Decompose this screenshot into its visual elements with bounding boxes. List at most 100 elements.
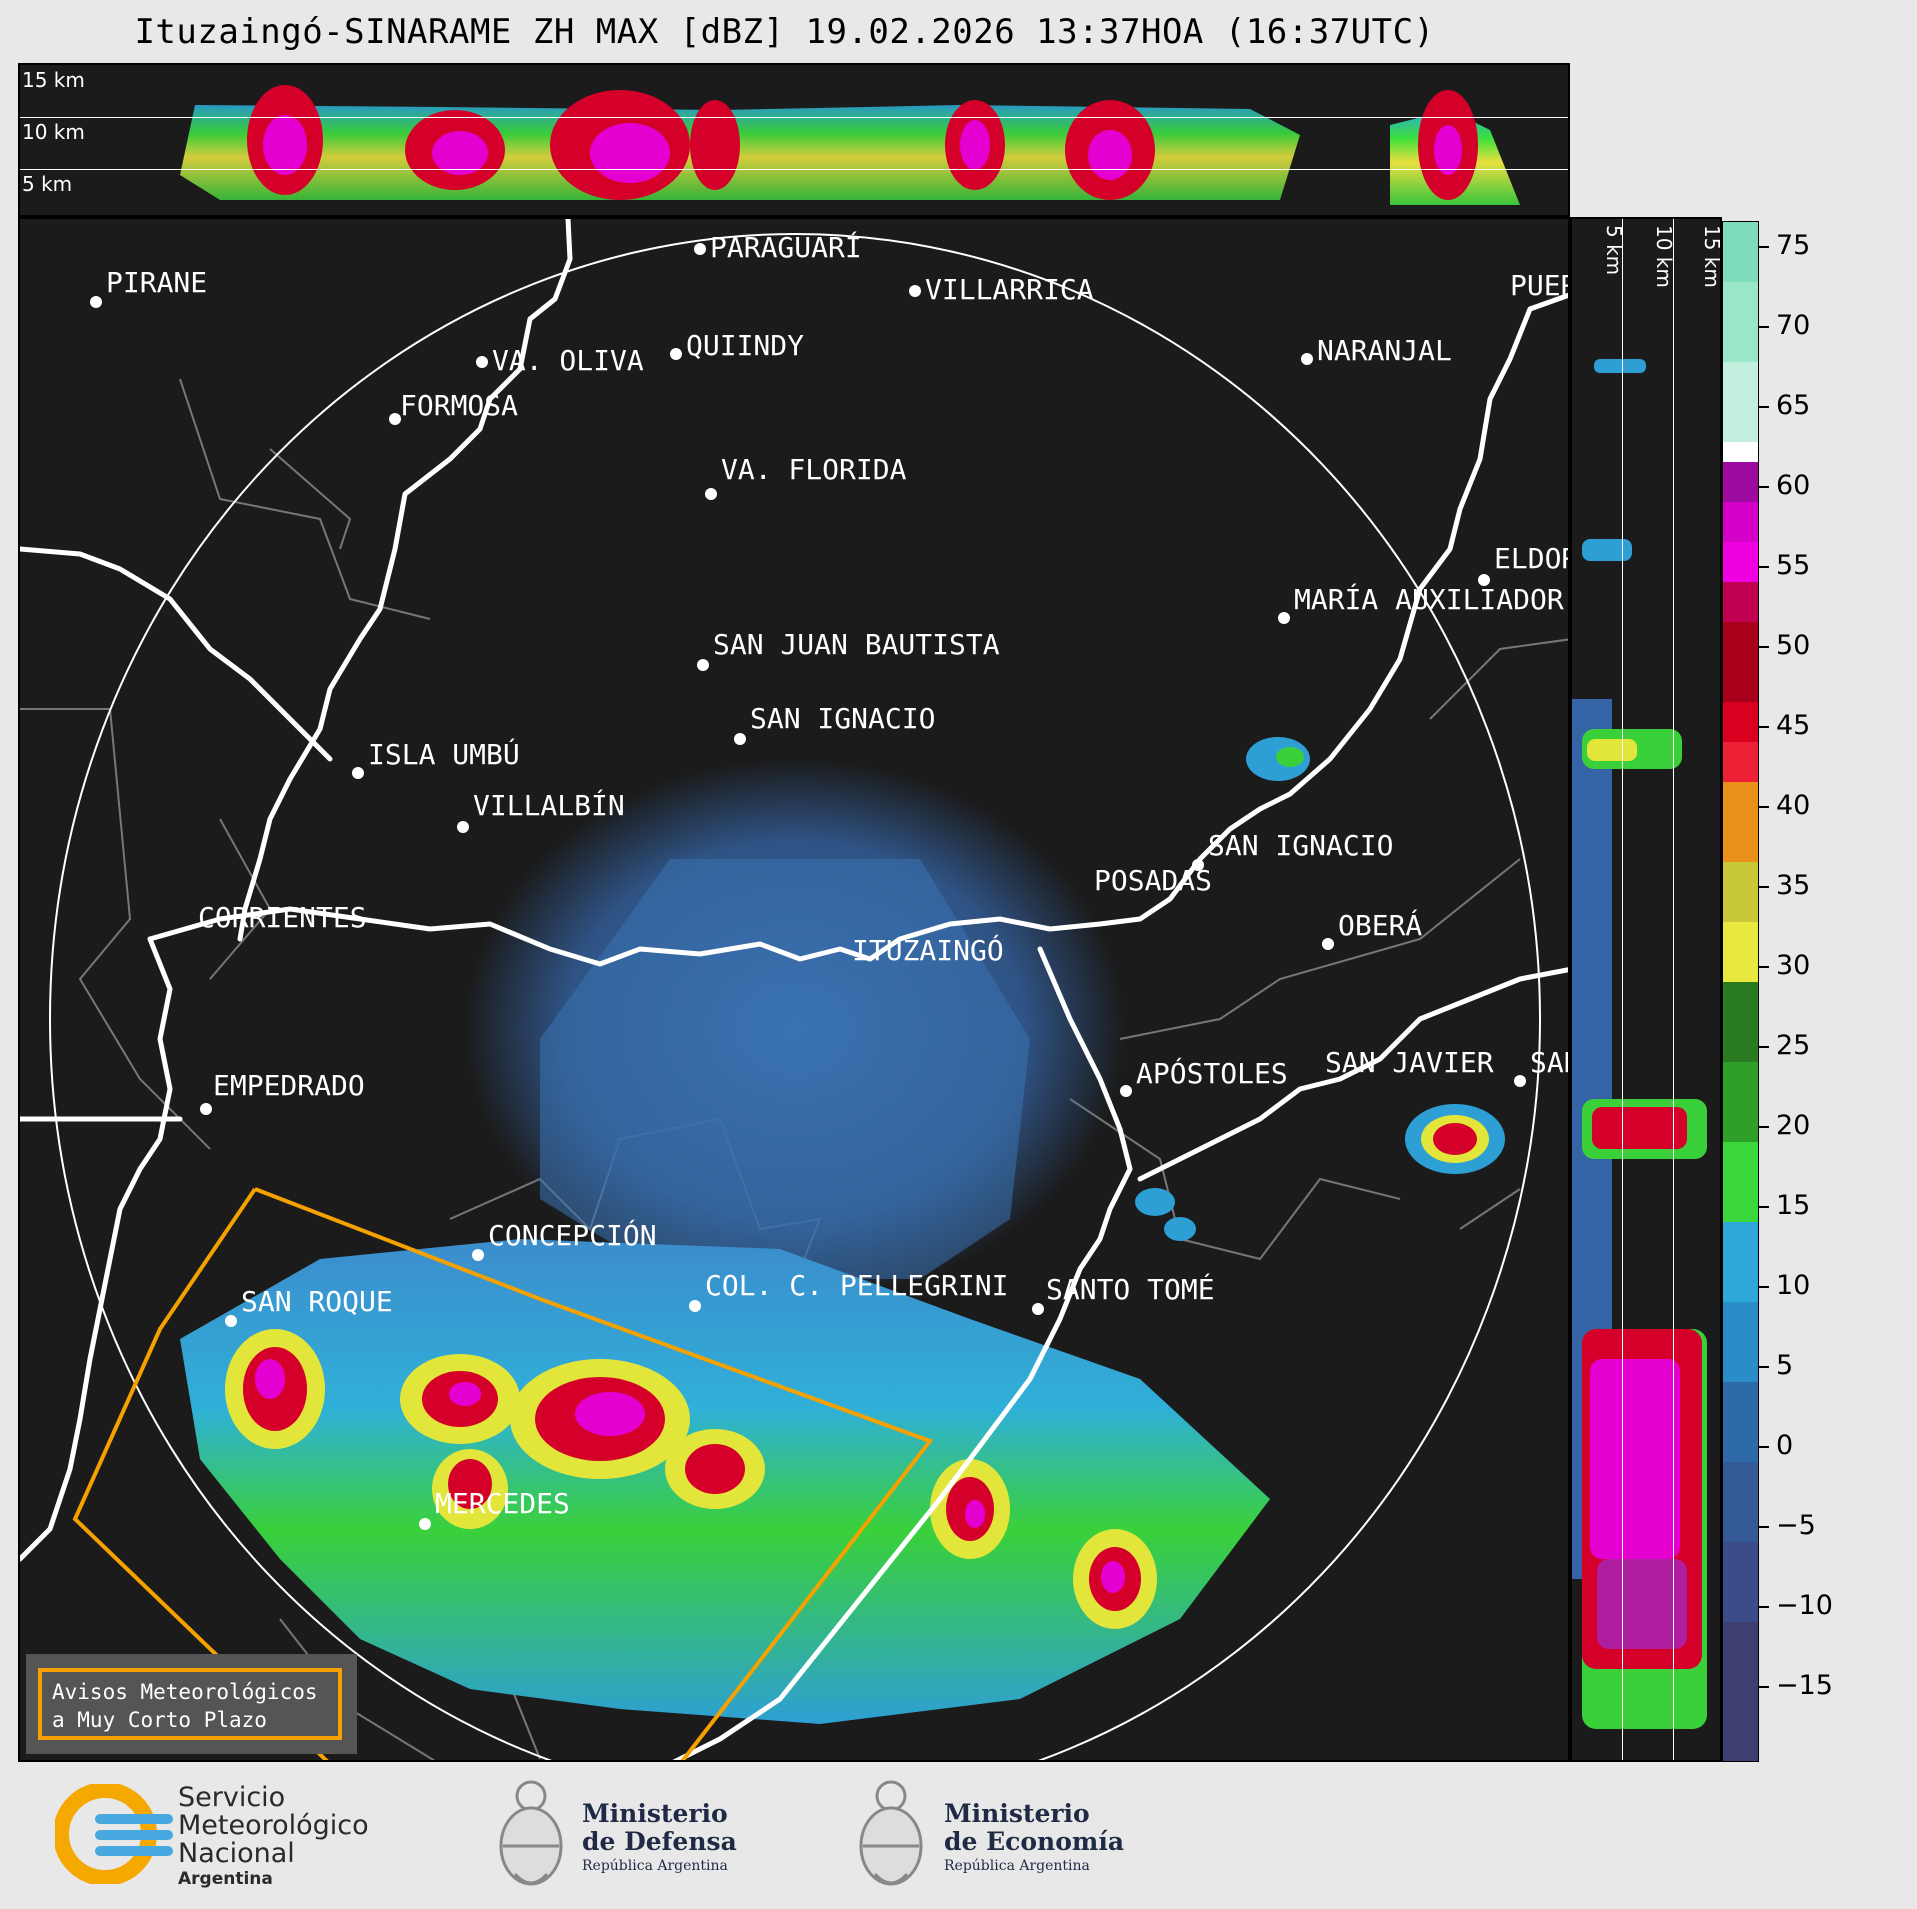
smn-line3: Nacional xyxy=(178,1838,295,1869)
colorbar-tick xyxy=(1759,806,1769,808)
city-label: VILLARRICA xyxy=(925,273,1094,306)
range-ring xyxy=(49,233,1541,1760)
city-dot xyxy=(90,296,102,308)
smn-line4: Argentina xyxy=(178,1869,273,1889)
city-label: APÓSTOLES xyxy=(1136,1057,1288,1090)
height-line-5km-v xyxy=(1622,219,1623,1760)
colorbar-tick xyxy=(1759,1686,1769,1688)
economia-logo-text: Ministerio de Economía República Argenti… xyxy=(944,1800,1124,1876)
city-dot xyxy=(1514,1075,1526,1087)
city-label: SAN ROQUE xyxy=(241,1285,393,1318)
radar-map[interactable]: PARAGUARÍ VILLARRICA PIRANE VA. OLIVA QU… xyxy=(18,217,1570,1762)
city-dot xyxy=(909,285,921,297)
colorbar-tick-label: 25 xyxy=(1776,1030,1811,1061)
height-label-15km-v: 15 km xyxy=(1700,225,1722,288)
colorbar-tick xyxy=(1759,646,1769,648)
warning-legend-line2: a Muy Corto Plazo xyxy=(52,1708,267,1732)
city-dot xyxy=(476,356,488,368)
colorbar-tick xyxy=(1759,566,1769,568)
city-label: ITUZAINGÓ xyxy=(852,934,1004,967)
colorbar-tick xyxy=(1759,1126,1769,1128)
colorbar-tick xyxy=(1759,1366,1769,1368)
colorbar-tick-label: 45 xyxy=(1776,710,1811,741)
colorbar-tick-label: 15 xyxy=(1776,1190,1811,1221)
city-dot xyxy=(1278,612,1290,624)
city-dot xyxy=(697,659,709,671)
city-dot xyxy=(457,821,469,833)
colorbar-tick xyxy=(1759,966,1769,968)
height-label-5km-v: 5 km xyxy=(1602,225,1626,276)
height-line-10km xyxy=(20,117,1568,118)
city-dot xyxy=(1032,1303,1044,1315)
right-cross-section: 5 km 10 km 15 km xyxy=(1570,217,1722,1762)
right-echo-profile xyxy=(1572,359,1707,1729)
city-label: EMPEDRADO xyxy=(213,1069,365,1102)
warning-polygon xyxy=(254,1187,934,1760)
city-dot xyxy=(200,1103,212,1115)
city-label: VA. FLORIDA xyxy=(721,453,907,486)
city-dot xyxy=(389,413,401,425)
city-dot xyxy=(734,733,746,745)
city-label: COL. C. PELLEGRINI xyxy=(705,1269,1009,1302)
city-dot xyxy=(352,767,364,779)
city-dot xyxy=(419,1518,431,1530)
defensa-coat-of-arms-icon xyxy=(499,1780,563,1886)
colorbar-tick-label: 75 xyxy=(1776,230,1811,261)
city-dot xyxy=(1120,1085,1132,1097)
smn-logo-icon xyxy=(55,1784,173,1884)
colorbar-tick xyxy=(1759,886,1769,888)
economia-coat-of-arms-icon xyxy=(859,1780,923,1886)
city-label: VA. OLIVA xyxy=(492,344,644,377)
city-dot xyxy=(472,1249,484,1261)
top-cross-section: 15 km 10 km 5 km xyxy=(18,63,1570,217)
city-label: VILLALBÍN xyxy=(473,789,625,822)
colorbar-tick-label: 30 xyxy=(1776,950,1811,981)
economia-line2: de Economía xyxy=(944,1827,1125,1856)
city-dot xyxy=(694,243,706,255)
colorbar-tick-label: 65 xyxy=(1776,390,1811,421)
colorbar-tick xyxy=(1759,1526,1769,1528)
smn-logo-text: Servicio Meteorológico Nacional Argentin… xyxy=(178,1784,369,1890)
city-label: FORMOSA xyxy=(400,389,519,422)
city-dot xyxy=(1192,859,1204,871)
dbz-colorbar xyxy=(1722,221,1759,1762)
city-label: ISLA UMBÚ xyxy=(368,738,520,771)
city-dot xyxy=(1322,938,1334,950)
city-label: SAN IGNACIO xyxy=(1208,829,1394,862)
city-label: SAN JAVIER xyxy=(1325,1046,1494,1079)
colorbar-tick-label: 10 xyxy=(1776,1270,1811,1301)
colorbar-tick-label: 50 xyxy=(1776,630,1811,661)
city-label: SAN JUAN BAUTISTA xyxy=(713,628,1000,661)
height-label-10km: 10 km xyxy=(22,120,85,144)
colorbar-tick xyxy=(1759,246,1769,248)
colorbar-tick-label: −15 xyxy=(1776,1670,1833,1701)
colorbar-tick xyxy=(1759,1046,1769,1048)
rivers xyxy=(20,219,1568,1760)
colorbar-tick-label: 0 xyxy=(1776,1430,1794,1461)
city-dot xyxy=(705,488,717,500)
colorbar-tick-label: −10 xyxy=(1776,1590,1833,1621)
storm-cells xyxy=(225,737,1505,1629)
warning-legend: Avisos Meteorológicos a Muy Corto Plazo xyxy=(26,1654,357,1754)
height-line-5km xyxy=(20,169,1568,170)
smn-line1: Servicio xyxy=(178,1782,286,1813)
chart-title: Ituzaingó-SINARAME ZH MAX [dBZ] 19.02.20… xyxy=(134,12,1435,52)
colorbar-tick xyxy=(1759,1206,1769,1208)
smn-line2: Meteorológico xyxy=(178,1810,369,1841)
economia-line3: República Argentina xyxy=(944,1858,1090,1874)
defensa-line1: Ministerio xyxy=(582,1799,728,1828)
city-label: ELDOR xyxy=(1494,542,1570,575)
footer: Servicio Meteorológico Nacional Argentin… xyxy=(0,1762,1917,1909)
colorbar-tick-label: 70 xyxy=(1776,310,1811,341)
city-label: CONCEPCIÓN xyxy=(488,1219,657,1252)
defensa-line3: República Argentina xyxy=(582,1858,728,1874)
colorbar-tick xyxy=(1759,326,1769,328)
height-label-15km: 15 km xyxy=(22,68,85,92)
colorbar-tick-label: 60 xyxy=(1776,470,1811,501)
colorbar-tick xyxy=(1759,1606,1769,1608)
radar-map-graphics xyxy=(20,219,1568,1760)
colorbar-tick-label: 5 xyxy=(1776,1350,1794,1381)
height-label-10km-v: 10 km xyxy=(1652,225,1676,288)
city-dot xyxy=(1478,574,1490,586)
city-dot xyxy=(670,348,682,360)
